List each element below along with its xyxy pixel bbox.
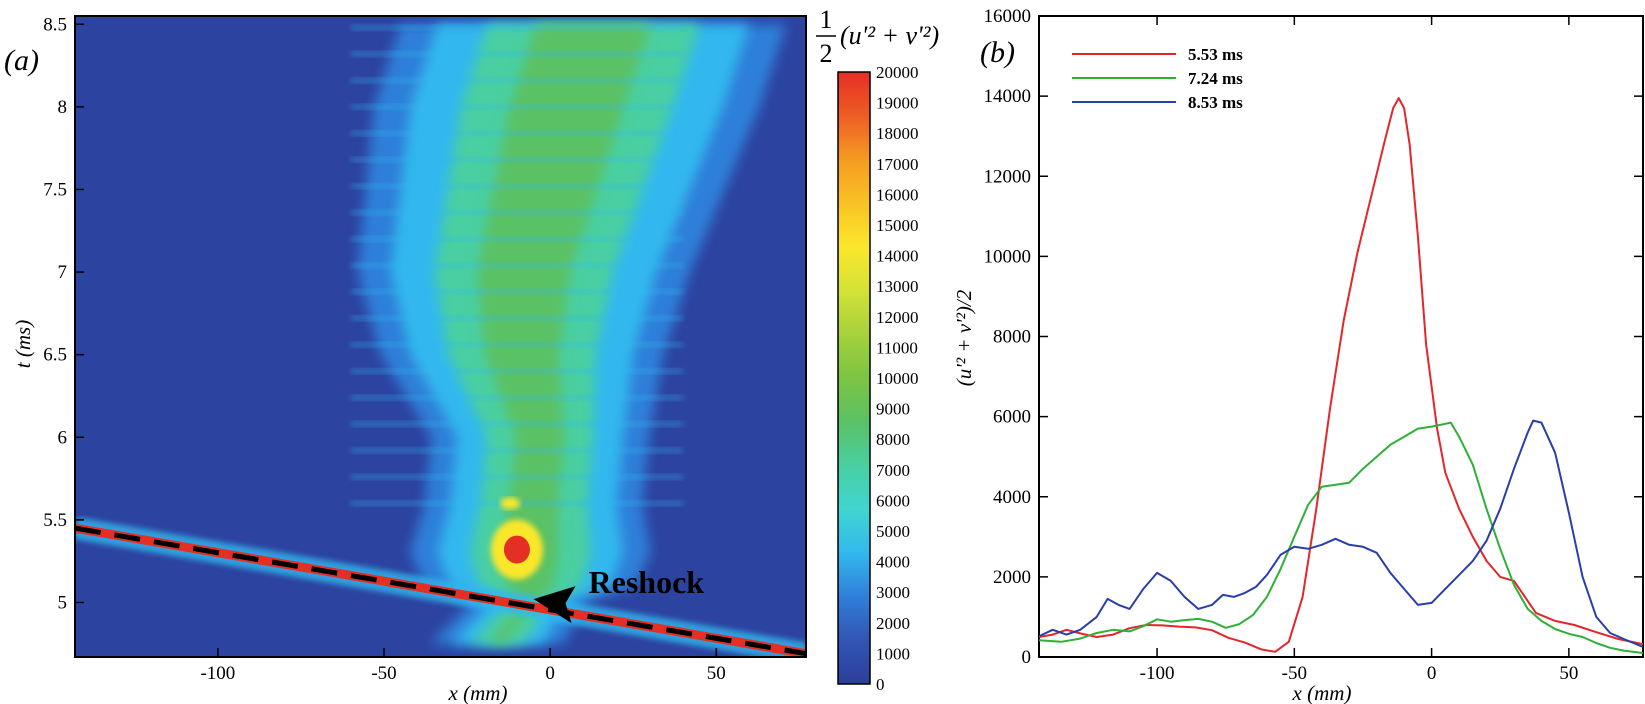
reshock-trajectory-line	[75, 525, 806, 657]
line-chart-x-axis-label: x (mm)	[1292, 681, 1352, 704]
colorbar-tick-label: 20000	[876, 63, 919, 82]
line-chart-ticks: -100 -50 0 50 0 2000 4000 6000 8000 10000 12000 140…	[984, 6, 1643, 684]
heatmap-y-tick-label: 5	[58, 592, 68, 613]
legend-label: 5.53 ms	[1188, 45, 1243, 64]
legend-label: 8.53 ms	[1188, 93, 1243, 112]
heatmap-y-tick-label: 8	[58, 97, 68, 118]
colorbar-tick-label: 19000	[876, 94, 919, 113]
heatmap-x-tick-label: 50	[707, 663, 726, 684]
line-chart-y-tick-label: 8000	[993, 327, 1031, 348]
line-chart-x-tick-label: 0	[1427, 663, 1437, 684]
heatmap-streak	[350, 50, 684, 57]
line-chart-panel-label: (b)	[980, 36, 1015, 69]
heatmap-y-tick-label: 7	[58, 262, 68, 283]
line-chart-y-tick-label: 6000	[993, 407, 1031, 428]
line-chart-x-tick-label: -50	[1282, 663, 1307, 684]
heatmap-y-tick-label: 6	[58, 427, 68, 448]
colorbar-tick-label: 11000	[876, 338, 918, 357]
colorbar: 1 2 (u'² + v'²) 0 1000 2000 3000 4000 5000 600…	[816, 5, 939, 694]
heatmap-streak	[350, 209, 684, 216]
hot-spot-upper	[500, 497, 521, 510]
heatmap-ticks: -100 -50 0 50 5 5.5 6 6.5 7 7.5 8 8.5	[43, 14, 726, 684]
heatmap-y-tick-label: 6.5	[43, 345, 67, 366]
colorbar-tick-label: 6000	[876, 491, 910, 510]
line-chart-y-tick-label: 16000	[984, 6, 1032, 27]
heatmap-panel: -100 -50 0 50 5 5.5 6 6.5 7 7.5 8 8.5 (a) x (mm) t …	[4, 14, 807, 704]
heatmap-streak	[350, 183, 684, 190]
reshock-arrowhead	[533, 586, 576, 624]
line-chart-y-axis-label: (u'² + v'²)/2	[952, 289, 976, 386]
heatmap-streak	[350, 473, 684, 480]
line-chart-y-tick-label: 14000	[984, 86, 1032, 107]
hot-spot-core	[503, 535, 530, 564]
colorbar-tick-label: 4000	[876, 553, 910, 572]
line-chart-series	[1039, 97, 1643, 654]
line-chart-y-tick-label: 12000	[984, 166, 1032, 187]
line-chart-y-tick-label: 10000	[984, 246, 1032, 267]
colorbar-tick-label: 14000	[876, 247, 919, 266]
colorbar-tick-label: 12000	[876, 308, 919, 327]
heatmap-streak	[350, 288, 684, 295]
colorbar-tick-label: 16000	[876, 185, 919, 204]
colorbar-title-expression: (u'² + v'²)	[840, 21, 939, 50]
heatmap-y-tick-label: 5.5	[43, 510, 67, 531]
colorbar-tick-label: 5000	[876, 522, 910, 541]
heatmap-frame	[74, 15, 807, 658]
colorbar-tick-label: 0	[876, 675, 885, 694]
colorbar-tick-labels: 0 1000 2000 3000 4000 5000 6000 7000 8000 9000 100…	[876, 63, 919, 694]
series-line-8-53-ms	[1039, 419, 1643, 648]
heatmap-streak	[350, 236, 684, 243]
line-chart-y-tick-label: 2000	[993, 567, 1031, 588]
heatmap-streak	[350, 262, 684, 269]
colorbar-tick-label: 17000	[876, 155, 919, 174]
heatmap-streak	[350, 24, 684, 31]
heatmap-y-axis-label: t (ms)	[11, 320, 35, 368]
colorbar-tick-label: 8000	[876, 430, 910, 449]
colorbar-tick-label: 9000	[876, 400, 910, 419]
colorbar-tick-label: 10000	[876, 369, 919, 388]
line-chart-x-tick-label: -100	[1140, 663, 1175, 684]
heatmap-x-tick-label: -100	[200, 663, 235, 684]
heatmap-x-tick-label: -50	[371, 663, 396, 684]
heatmap-streak	[350, 421, 684, 428]
legend-label: 7.24 ms	[1188, 69, 1243, 88]
line-chart-y-tick-label: 4000	[993, 487, 1031, 508]
heatmap-field	[75, 24, 806, 657]
mixing-zone-core	[477, 24, 651, 644]
heatmap-y-tick-label: 7.5	[43, 179, 67, 200]
series-line-7-24-ms	[1039, 421, 1643, 654]
line-chart-y-tick-label: 0	[1022, 647, 1032, 668]
line-chart-legend: 5.53 ms 7.24 ms 8.53 ms	[1072, 45, 1243, 112]
heatmap-streak	[350, 103, 684, 110]
reshock-annotation: Reshock	[589, 564, 705, 600]
colorbar-tick-label: 18000	[876, 124, 919, 143]
heatmap-streak	[350, 130, 684, 137]
heatmap-streak	[350, 77, 684, 84]
heatmap-plot-area	[75, 16, 806, 657]
heatmap-panel-label: (a)	[4, 44, 39, 77]
heatmap-y-tick-label: 8.5	[43, 14, 67, 35]
colorbar-tick-label: 1000	[876, 644, 910, 663]
line-chart-x-tick-label: 50	[1559, 663, 1578, 684]
heatmap-x-axis-label: x (mm)	[448, 681, 508, 704]
colorbar-tick-label: 7000	[876, 461, 910, 480]
line-chart-panel: -100 -50 0 50 0 2000 4000 6000 8000 10000 12000 140…	[952, 6, 1644, 704]
colorbar-tick-label: 13000	[876, 277, 919, 296]
heatmap-streak	[350, 368, 684, 375]
colorbar-tick-label: 3000	[876, 583, 910, 602]
heatmap-streak	[350, 156, 684, 163]
colorbar-title-denominator: 2	[820, 39, 833, 68]
heatmap-streak	[350, 341, 684, 348]
colorbar-tick-label: 15000	[876, 216, 919, 235]
colorbar-title-numerator: 1	[820, 5, 833, 34]
colorbar-scale	[837, 71, 871, 685]
colorbar-tick-label: 2000	[876, 614, 910, 633]
heatmap-streak	[350, 315, 684, 322]
heatmap-x-tick-label: 0	[545, 663, 555, 684]
heatmap-streak	[350, 394, 684, 401]
heatmap-streak	[350, 447, 684, 454]
